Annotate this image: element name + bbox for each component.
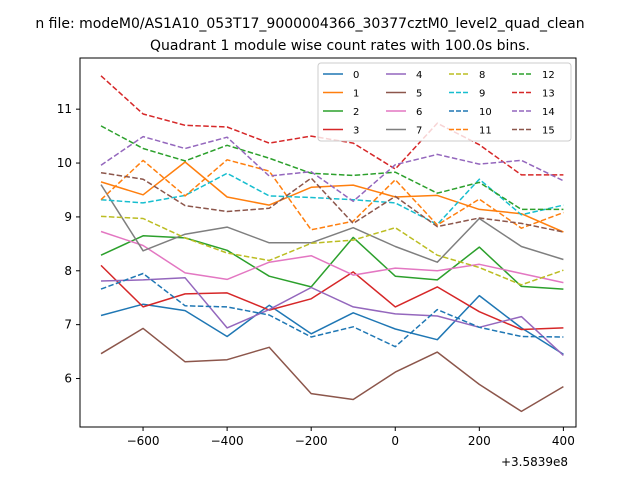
legend-label-0: 0	[353, 70, 359, 81]
series-line-8	[100, 215, 564, 286]
x-tick-label: −200	[295, 434, 328, 448]
series-layer	[100, 75, 564, 413]
legend-label-13: 13	[542, 89, 555, 100]
legend-label-12: 12	[542, 70, 555, 81]
x-tick-label: 400	[552, 434, 575, 448]
series-line-14	[100, 135, 564, 203]
series-line-0	[100, 294, 564, 355]
legend-label-8: 8	[479, 70, 485, 81]
y-tick-label: 7	[64, 318, 72, 332]
legend-label-3: 3	[353, 126, 359, 137]
legend-label-6: 6	[416, 107, 422, 118]
x-axis: −600 −400 −200 0 200 400	[127, 427, 575, 448]
legend-label-11: 11	[479, 126, 492, 137]
legend-label-9: 9	[479, 89, 485, 100]
series-line-4	[100, 277, 564, 356]
y-tick-label: 6	[64, 372, 72, 386]
legend-label-5: 5	[416, 89, 422, 100]
legend-box	[317, 62, 572, 142]
plot-frame	[79, 57, 577, 428]
series-line-12	[100, 125, 564, 211]
x-tick-label: −600	[127, 434, 160, 448]
chart-title: Quadrant 1 module wise count rates with …	[150, 38, 530, 54]
series-line-10	[100, 272, 564, 348]
series-line-15	[100, 171, 564, 233]
legend-label-2: 2	[353, 107, 359, 118]
figure-suptitle: n file: modeM0/AS1A10_053T17_9000004366_…	[35, 16, 584, 32]
x-tick-label: 0	[391, 434, 399, 448]
series-line-5	[100, 327, 564, 413]
series-line-9	[100, 172, 564, 226]
y-tick-label: 11	[57, 102, 72, 116]
legend-label-10: 10	[479, 107, 492, 118]
legend-label-14: 14	[542, 107, 555, 118]
legend-label-7: 7	[416, 126, 422, 137]
legend-label-15: 15	[542, 126, 555, 137]
legend-label-4: 4	[416, 70, 422, 81]
legend-label-1: 1	[353, 89, 359, 100]
x-tick-label: −400	[211, 434, 244, 448]
y-tick-label: 10	[57, 156, 72, 170]
series-line-7	[100, 184, 564, 263]
x-offset-label: +3.5839e8	[501, 455, 568, 469]
y-tick-label: 9	[64, 210, 72, 224]
x-tick-label: 200	[468, 434, 491, 448]
y-axis: 6 7 8 9 10 11	[57, 102, 80, 386]
series-line-3	[100, 264, 564, 331]
series-line-13	[100, 75, 564, 176]
series-line-6	[100, 230, 564, 284]
series-line-11	[100, 159, 564, 231]
y-tick-label: 8	[64, 264, 72, 278]
